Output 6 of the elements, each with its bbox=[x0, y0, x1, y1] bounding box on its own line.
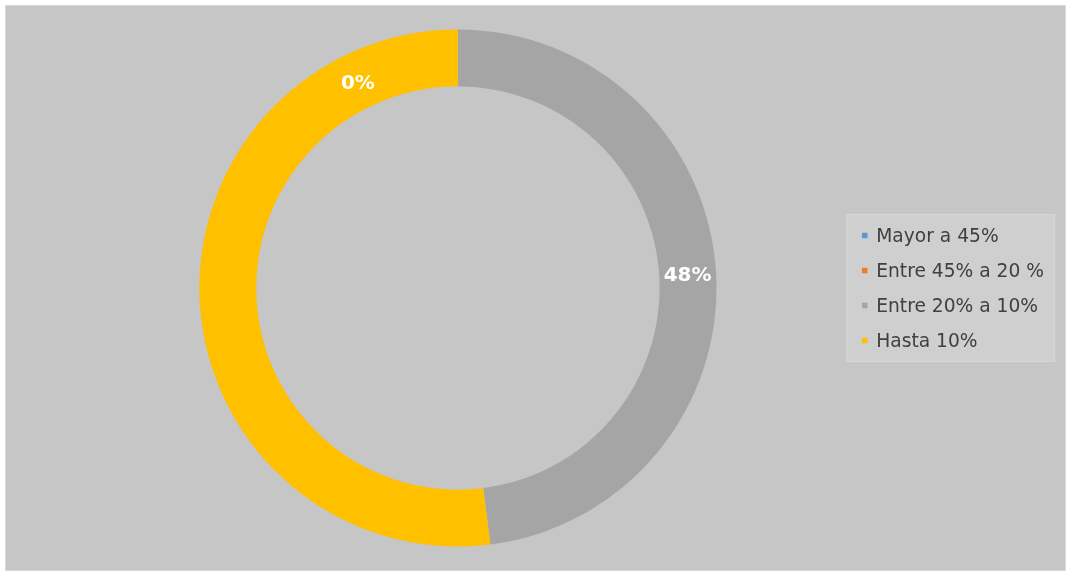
text: 0% bbox=[340, 70, 375, 95]
legend-label: Entre 45% a 20 % bbox=[876, 259, 1044, 281]
legend-label: Mayor a 45% bbox=[876, 224, 999, 246]
legend-label: Entre 20% a 10% bbox=[876, 294, 1039, 316]
data-label: 48% bbox=[663, 261, 712, 286]
legend-label: Hasta 10% bbox=[876, 329, 978, 351]
